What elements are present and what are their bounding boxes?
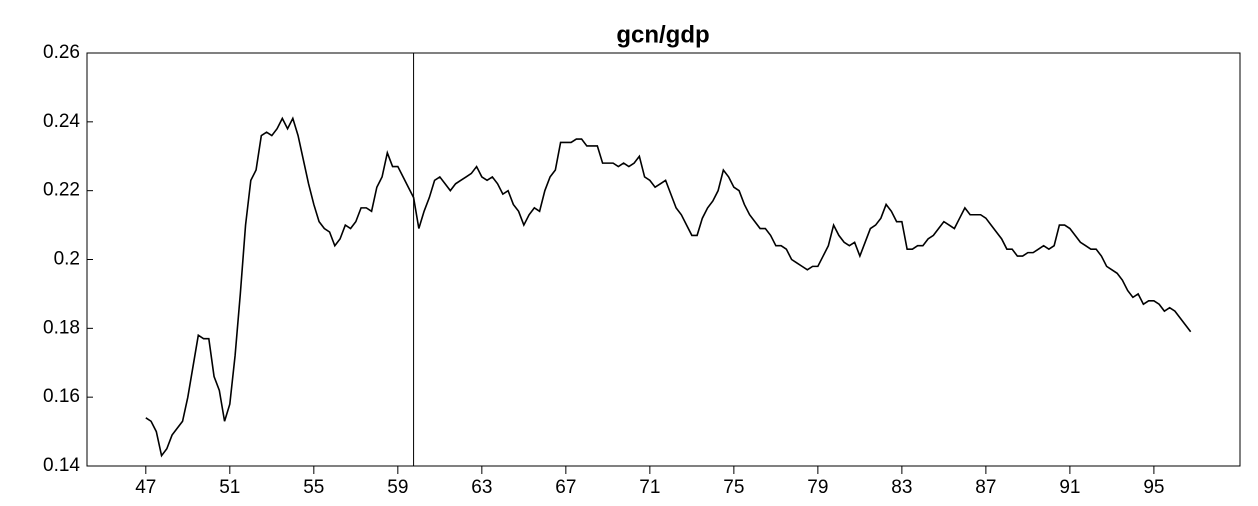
y-tick-label: 0.14 (43, 455, 80, 476)
x-tick-label: 91 (1059, 477, 1080, 498)
x-tick-label: 55 (303, 477, 324, 498)
y-tick-label: 0.18 (43, 317, 80, 338)
y-tick-label: 0.26 (43, 42, 80, 63)
x-tick-label: 63 (471, 477, 492, 498)
x-tick-label: 95 (1143, 477, 1164, 498)
x-tick-label: 47 (135, 477, 156, 498)
chart-title: gcn/gdp (616, 21, 709, 48)
x-tick-label: 83 (891, 477, 912, 498)
plot-frame (86, 52, 1241, 467)
x-tick-label: 59 (387, 477, 408, 498)
line-series (145, 116, 1192, 458)
y-tick-label: 0.22 (43, 180, 80, 201)
y-tick-label: 0.16 (43, 386, 80, 407)
y-tick-label: 0.2 (54, 249, 80, 270)
x-tick-label: 71 (639, 477, 660, 498)
x-tick-label: 79 (807, 477, 828, 498)
x-tick-label: 51 (219, 477, 240, 498)
x-tick-label: 75 (723, 477, 744, 498)
x-tick-label: 87 (975, 477, 996, 498)
x-tick-label: 67 (555, 477, 576, 498)
y-tick-label: 0.24 (43, 111, 80, 132)
